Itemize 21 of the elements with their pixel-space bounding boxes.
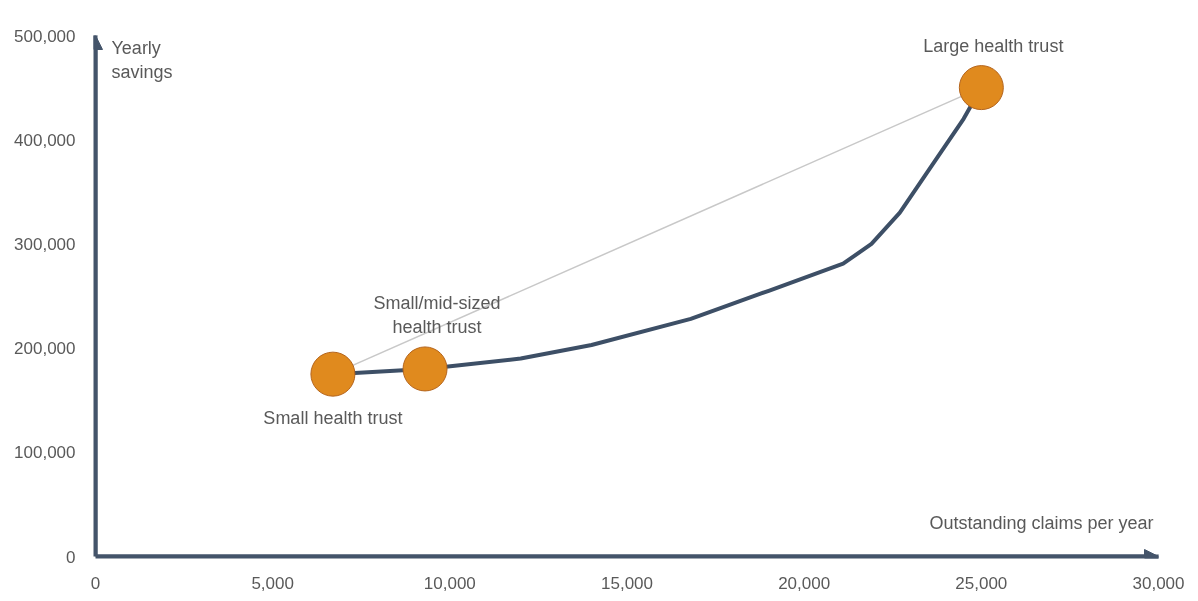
y-tick-label: 0 xyxy=(66,547,76,567)
y-tick-label: 100,000 xyxy=(14,443,76,463)
annotation: Small health trust xyxy=(263,408,403,429)
point xyxy=(958,65,1004,111)
x-tick-label: 0 xyxy=(90,573,101,593)
y-tick-label: 300,000 xyxy=(14,234,76,254)
point xyxy=(402,346,448,392)
x-tick-label: 25,000 xyxy=(955,573,1008,593)
x-tick-label: 10,000 xyxy=(423,573,476,593)
x-tick-label: 5,000 xyxy=(251,573,294,593)
point xyxy=(310,351,356,397)
x-tick-label: 20,000 xyxy=(778,573,831,593)
y-tick-label: 400,000 xyxy=(14,130,76,150)
annotation: Large health trust xyxy=(923,35,1064,56)
y-tick-label: 500,000 xyxy=(14,26,76,46)
annotation: Small/mid-sized health trust xyxy=(373,292,501,337)
x-tick-label: 30,000 xyxy=(1132,573,1185,593)
y-axis-title: Yearly savings xyxy=(111,37,173,82)
y-tick-label: 200,000 xyxy=(14,339,76,359)
x-tick-label: 15,000 xyxy=(601,573,653,593)
x-axis-title: Outstanding claims per year xyxy=(929,512,1154,533)
